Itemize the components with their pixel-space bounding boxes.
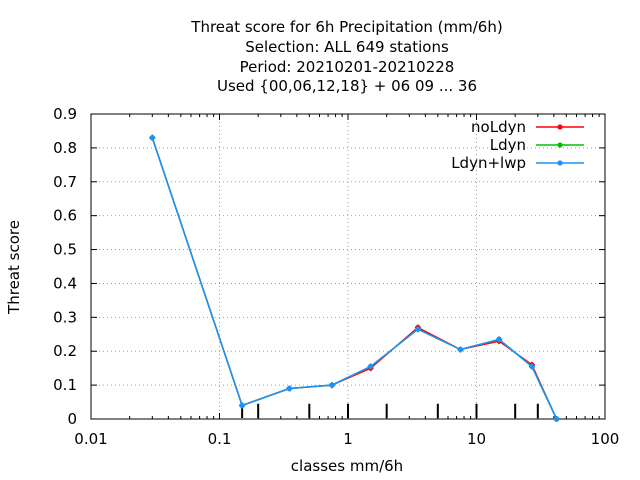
series-line: [151, 137, 558, 420]
y-tick-label: 0.7: [53, 173, 77, 191]
y-tick-label: 0: [67, 410, 77, 428]
legend-label: Ldyn+lwp: [451, 154, 526, 172]
axis-ticks: 0 0.1 0.2 0.3 0.4 0.5 0.6 0.7 0.8 0.9 0.01 0.1 1 10 10…: [53, 105, 619, 448]
x-axis-label: classes mm/6h: [291, 457, 403, 475]
class-markers: [241, 403, 539, 418]
y-tick-label: 0.2: [53, 342, 77, 360]
y-tick-label: 0.6: [53, 207, 77, 225]
y-tick-label: 0.1: [53, 376, 77, 394]
series-line: [151, 137, 558, 420]
x-tick-label: 100: [591, 430, 620, 448]
legend-label: noLdyn: [471, 118, 526, 136]
y-tick-label: 0.3: [53, 308, 77, 326]
y-tick-label: 0.5: [53, 241, 77, 259]
x-tick-label: 1: [343, 430, 353, 448]
grid-lines: [91, 114, 605, 419]
title-line-3: Period: 20210201-20210228: [240, 58, 455, 76]
title-line-2: Selection: ALL 649 stations: [245, 38, 449, 56]
x-tick-label: 0.01: [74, 430, 107, 448]
legend-label: Ldyn: [490, 136, 526, 154]
title-line-4: Used {00,06,12,18} + 06 09 ... 36: [217, 77, 477, 95]
y-tick-label: 0.4: [53, 274, 77, 292]
series-line: [151, 137, 558, 420]
chart-title: Threat score for 6h Precipitation (mm/6h…: [190, 18, 502, 95]
legend-swatch-point: [557, 124, 563, 130]
title-line-1: Threat score for 6h Precipitation (mm/6h…: [190, 18, 502, 36]
x-tick-label: 10: [467, 430, 486, 448]
y-tick-label: 0.8: [53, 139, 77, 157]
legend-swatch-point: [557, 142, 563, 148]
series-layer: [149, 134, 560, 422]
legend-swatch-point: [557, 160, 563, 166]
y-tick-label: 0.9: [53, 105, 77, 123]
y-axis-label: Threat score: [5, 220, 23, 315]
x-tick-label: 0.1: [208, 430, 232, 448]
